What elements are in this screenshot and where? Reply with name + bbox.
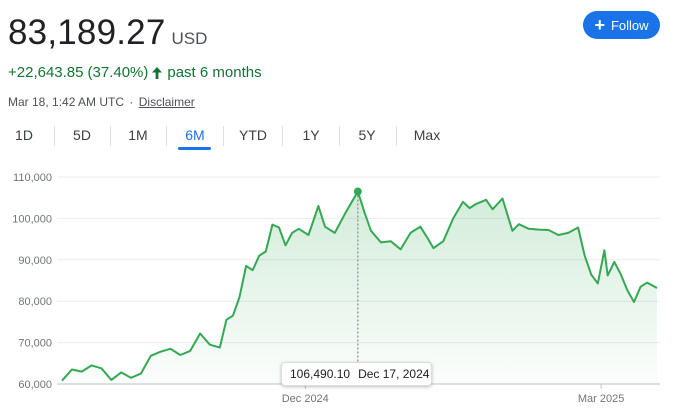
price-area-fill (62, 191, 657, 384)
tab-divider (166, 126, 167, 146)
y-tick-label: 80,000 (18, 296, 52, 308)
change-percent: (37.40%) (87, 64, 149, 81)
timestamp: Mar 18, 1:42 AM UTC (8, 95, 125, 109)
tooltip-value: 106,490.10 (290, 367, 351, 381)
separator: · (129, 95, 134, 109)
range-tabs: 1D 5D 1M 6M YTD 1Y 5Y Max (0, 122, 675, 152)
price-change: +22,643.85 (37.40%) past 6 months (8, 64, 262, 81)
follow-button[interactable]: + Follow (583, 11, 660, 39)
tab-divider (223, 126, 224, 146)
y-tick-label: 70,000 (18, 338, 52, 350)
current-price: 83,189.27 (8, 13, 166, 52)
y-tick-label: 100,000 (12, 213, 52, 225)
tab-divider (110, 126, 111, 146)
tab-divider (396, 126, 397, 146)
tooltip-date: Dec 17, 2024 (358, 367, 430, 381)
tab-ytd[interactable]: YTD (239, 127, 267, 143)
x-tick-label: Dec 2024 (282, 393, 329, 405)
change-amount: +22,643.85 (8, 64, 84, 81)
disclaimer-link[interactable]: Disclaimer (138, 95, 195, 109)
tab-6m[interactable]: 6M (185, 127, 205, 143)
tab-1m[interactable]: 1M (128, 127, 148, 143)
follow-label: Follow (610, 17, 649, 33)
change-period: past 6 months (167, 64, 262, 81)
plus-icon: + (594, 15, 605, 35)
x-tick-label: Mar 2025 (578, 393, 624, 405)
tab-1y[interactable]: 1Y (302, 127, 320, 143)
y-tick-label: 90,000 (18, 255, 52, 267)
tab-5y[interactable]: 5Y (358, 127, 376, 143)
price-chart[interactable]: 60,000 70,000 80,000 90,000 100,000 110,000 D… (0, 160, 675, 415)
price-header: 83,189.27 USD (8, 12, 207, 54)
tab-max[interactable]: Max (413, 127, 441, 143)
timestamp-row: Mar 18, 1:42 AM UTC · Disclaimer (8, 95, 195, 109)
price-tooltip: 106,490.10 Dec 17, 2024 (281, 362, 432, 386)
tab-divider (282, 126, 283, 146)
y-tick-label: 110,000 (13, 172, 52, 184)
tab-divider (339, 126, 340, 146)
tab-1d[interactable]: 1D (15, 127, 33, 143)
active-tab-indicator (178, 147, 211, 150)
highlight-point (353, 187, 362, 196)
tab-5d[interactable]: 5D (73, 127, 91, 143)
arrow-up-icon (152, 66, 163, 79)
tab-divider (54, 126, 55, 146)
y-tick-label: 60,000 (18, 379, 52, 391)
price-line (61, 190, 658, 382)
currency-label: USD (171, 29, 208, 48)
